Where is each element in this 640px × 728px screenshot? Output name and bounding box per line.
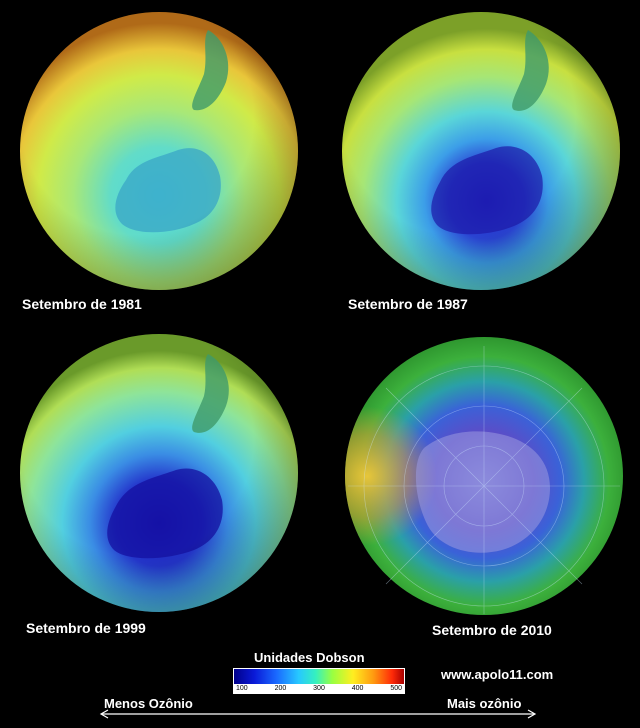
globe-1987 — [340, 10, 622, 292]
caption-1999: Setembro de 1999 — [26, 620, 146, 636]
tick-label: 100 — [236, 685, 248, 692]
tick-label: 200 — [274, 685, 287, 692]
dobson-colorbar: 100 200 300 400 500 — [233, 668, 405, 694]
caption-1987: Setembro de 1987 — [348, 296, 468, 312]
tick-label: 300 — [313, 685, 325, 692]
legend-title: Unidades Dobson — [254, 650, 365, 665]
less-ozone-label: Menos Ozônio — [104, 696, 193, 711]
caption-2010: Setembro de 2010 — [432, 622, 552, 638]
colorbar-ticks: 100 200 300 400 500 — [234, 684, 404, 693]
caption-1981: Setembro de 1981 — [22, 296, 142, 312]
tick-label: 400 — [351, 685, 364, 692]
colorbar-gradient — [234, 669, 404, 686]
globe-2010 — [344, 336, 624, 616]
globe-1981 — [18, 10, 300, 292]
source-url: www.apolo11.com — [441, 667, 554, 682]
double-arrow-icon — [99, 709, 537, 719]
globe-1999 — [18, 332, 300, 614]
tick-label: 500 — [390, 685, 402, 692]
more-ozone-label: Mais ozônio — [447, 696, 522, 711]
